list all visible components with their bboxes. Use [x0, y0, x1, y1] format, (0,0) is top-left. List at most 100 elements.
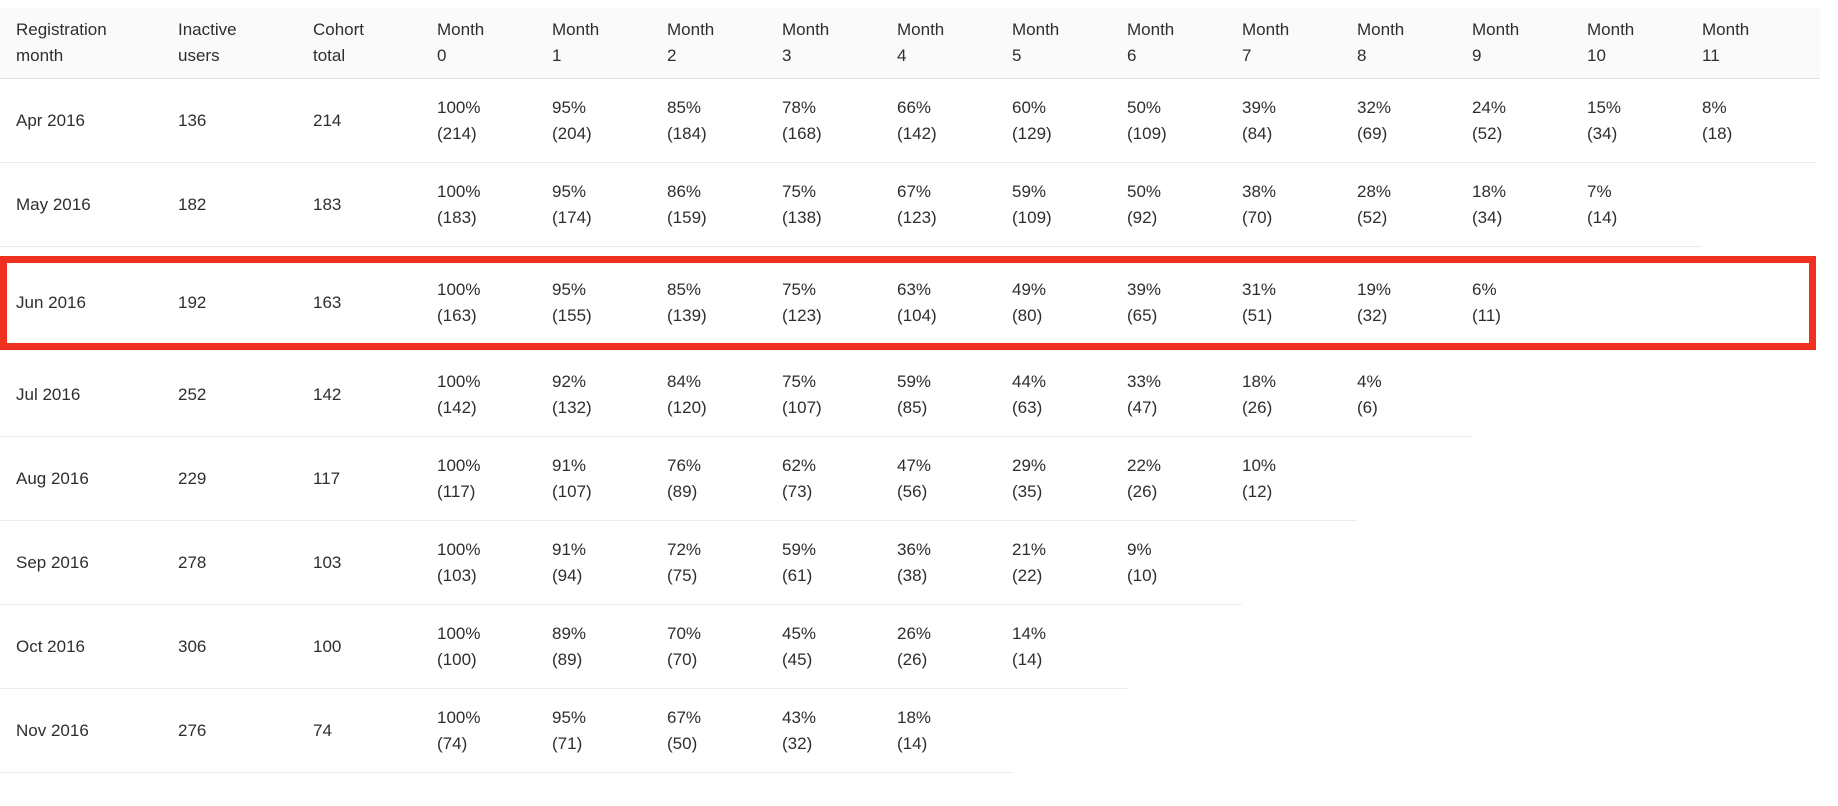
cohort-total-cell: 117	[313, 437, 437, 521]
header-cell-month-3: Month 3	[782, 8, 897, 78]
registration-month-cell-value: Apr 2016	[16, 110, 85, 130]
retention-percentage: 4%	[1357, 371, 1382, 391]
retention-percentage: 59%	[1012, 181, 1047, 201]
retention-cell-month-3: 59% (61)	[782, 521, 897, 605]
retention-count: (52)	[1357, 207, 1388, 227]
retention-count: (123)	[897, 207, 937, 227]
retention-cell-month-0: 100% (183)	[437, 163, 552, 247]
retention-cell-month-5: 59% (109)	[1012, 163, 1127, 247]
header-label-line2: 3	[782, 46, 792, 65]
retention-count: (47)	[1127, 397, 1158, 417]
retention-percentage: 43%	[782, 707, 817, 727]
retention-percentage: 100%	[437, 455, 481, 475]
retention-count: (70)	[667, 649, 698, 669]
cohort-total-cell: 163	[313, 261, 437, 345]
registration-month-cell-value: Sep 2016	[16, 552, 89, 572]
retention-cell-month-6: 50% (92)	[1127, 163, 1242, 247]
inactive-users-cell: 278	[178, 521, 313, 605]
table-body: Apr 2016 136 214 100% (214) 95% (204) 85% (184) 7…	[0, 79, 1820, 773]
header-label-line2: 1	[552, 46, 562, 65]
retention-percentage: 32%	[1357, 97, 1392, 117]
retention-percentage: 14%	[1012, 623, 1047, 643]
header-label-line1: Month	[1587, 20, 1635, 39]
retention-count: (45)	[782, 649, 813, 669]
retention-count: (139)	[667, 306, 707, 325]
retention-cell-month-0: 100% (100)	[437, 605, 552, 689]
retention-cell-month-8: 19% (32)	[1357, 261, 1472, 345]
retention-cell-month-7: 10% (12)	[1242, 437, 1357, 521]
retention-count: (107)	[782, 397, 822, 417]
retention-count: (155)	[552, 306, 592, 325]
retention-percentage: 95%	[552, 280, 587, 299]
retention-count: (168)	[782, 123, 822, 143]
registration-month-cell-value: Jun 2016	[16, 293, 86, 312]
retention-cell-month-6: 22% (26)	[1127, 437, 1242, 521]
retention-percentage: 63%	[897, 280, 932, 299]
retention-percentage: 49%	[1012, 280, 1047, 299]
retention-cell-month-4: 26% (26)	[897, 605, 1012, 689]
retention-count: (61)	[782, 565, 813, 585]
retention-count: (69)	[1357, 123, 1388, 143]
header-label-line1: Registration	[16, 20, 107, 39]
retention-percentage: 91%	[552, 455, 587, 475]
retention-cell-month-1: 95% (174)	[552, 163, 667, 247]
cohort-total-cell-value: 183	[313, 194, 342, 214]
cohort-total-cell: 74	[313, 689, 437, 773]
header-label-line2: 0	[437, 46, 447, 65]
retention-count: (34)	[1587, 123, 1618, 143]
inactive-users-cell-value: 229	[178, 468, 207, 488]
retention-count: (14)	[1012, 649, 1043, 669]
cohort-total-cell: 103	[313, 521, 437, 605]
retention-cell-month-2: 72% (75)	[667, 521, 782, 605]
retention-percentage: 70%	[667, 623, 702, 643]
retention-count: (14)	[1587, 207, 1618, 227]
cohort-total-cell-value: 100	[313, 636, 342, 656]
registration-month-cell-value: Oct 2016	[16, 636, 85, 656]
header-label-line2: month	[16, 46, 64, 65]
retention-percentage: 95%	[552, 707, 587, 727]
retention-cell-month-4: 47% (56)	[897, 437, 1012, 521]
retention-count: (214)	[437, 123, 477, 143]
header-label-line1: Month	[1357, 20, 1405, 39]
retention-cell-month-11: 8% (18)	[1702, 79, 1817, 163]
retention-cell-month-4: 67% (123)	[897, 163, 1012, 247]
retention-count: (50)	[667, 733, 698, 753]
table-row: May 2016 182 183 100% (183) 95% (174) 86% (159) 7…	[0, 163, 1820, 247]
retention-count: (63)	[1012, 397, 1043, 417]
retention-cell-month-3: 62% (73)	[782, 437, 897, 521]
retention-percentage: 29%	[1012, 455, 1047, 475]
retention-count: (70)	[1242, 207, 1273, 227]
registration-month-cell-value: Nov 2016	[16, 720, 89, 740]
retention-cell-month-4: 63% (104)	[897, 261, 1012, 345]
retention-cell-month-6: 39% (65)	[1127, 261, 1242, 345]
inactive-users-cell: 229	[178, 437, 313, 521]
retention-count: (117)	[437, 481, 476, 501]
retention-count: (14)	[897, 733, 928, 753]
retention-percentage: 100%	[437, 280, 481, 299]
retention-cell-month-5: 49% (80)	[1012, 261, 1127, 345]
header-cell-inactive-users: Inactive users	[178, 8, 313, 78]
retention-cell-month-5: 60% (129)	[1012, 79, 1127, 163]
retention-cell-month-4: 59% (85)	[897, 353, 1012, 437]
retention-cell-month-2: 84% (120)	[667, 353, 782, 437]
retention-cell-month-1: 92% (132)	[552, 353, 667, 437]
retention-cell-month-5: 14% (14)	[1012, 605, 1127, 689]
retention-cell-month-1: 95% (71)	[552, 689, 667, 773]
retention-count: (10)	[1127, 565, 1158, 585]
inactive-users-cell-value: 306	[178, 636, 207, 656]
retention-cell-month-3: 75% (107)	[782, 353, 897, 437]
header-cell-month-0: Month 0	[437, 8, 552, 78]
cohort-total-cell-value: 74	[313, 720, 332, 740]
table-row-highlighted: Jun 2016 192 163 100% (163) 95% (155) 85% (139) 7…	[0, 256, 1820, 350]
table-row: Aug 2016 229 117 100% (117) 91% (107) 76% (89) 62…	[0, 437, 1820, 521]
inactive-users-cell: 182	[178, 163, 313, 247]
retention-percentage: 75%	[782, 280, 817, 299]
retention-count: (174)	[552, 207, 592, 227]
retention-percentage: 95%	[552, 181, 587, 201]
retention-count: (52)	[1472, 123, 1503, 143]
retention-percentage: 60%	[1012, 97, 1047, 117]
retention-percentage: 100%	[437, 97, 481, 117]
header-label-line2: 2	[667, 46, 677, 65]
header-label-line2: 11	[1702, 46, 1720, 65]
header-cell-month-4: Month 4	[897, 8, 1012, 78]
